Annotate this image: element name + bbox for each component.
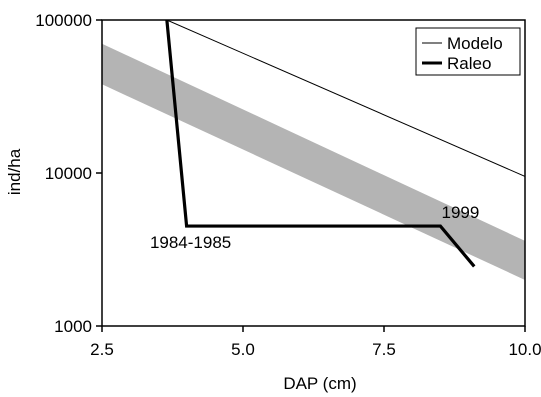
legend-label-modelo: Modelo [447, 34, 503, 53]
y-axis-title: ind/ha [5, 148, 24, 195]
annotation-layer: 1984-1985 1999 [150, 203, 479, 252]
series-layer [165, 20, 525, 268]
annotation-1984-1985: 1984-1985 [150, 233, 231, 252]
annotation-1999: 1999 [441, 203, 479, 222]
legend-label-raleo: Raleo [447, 54, 491, 73]
x-axis-title: DAP (cm) [283, 374, 356, 393]
x-tick-label: 7.5 [372, 340, 396, 359]
x-tick-label: 5.0 [231, 340, 255, 359]
y-tick-label: 100000 [35, 11, 92, 30]
y-tick-label: 1000 [54, 317, 92, 336]
confidence-band-layer [102, 43, 525, 280]
x-tick-label: 2.5 [90, 340, 114, 359]
legend-box [415, 27, 521, 76]
series-line-raleo [165, 20, 476, 268]
tick-layer: 2.5 5.0 7.5 10.0 1000 10000 100000 [35, 11, 541, 359]
series-line-modelo [166, 20, 525, 177]
legend: Modelo Raleo [415, 27, 521, 76]
x-tick-label: 10.0 [508, 340, 541, 359]
y-tick-label: 10000 [45, 164, 92, 183]
confidence-band [102, 43, 525, 280]
